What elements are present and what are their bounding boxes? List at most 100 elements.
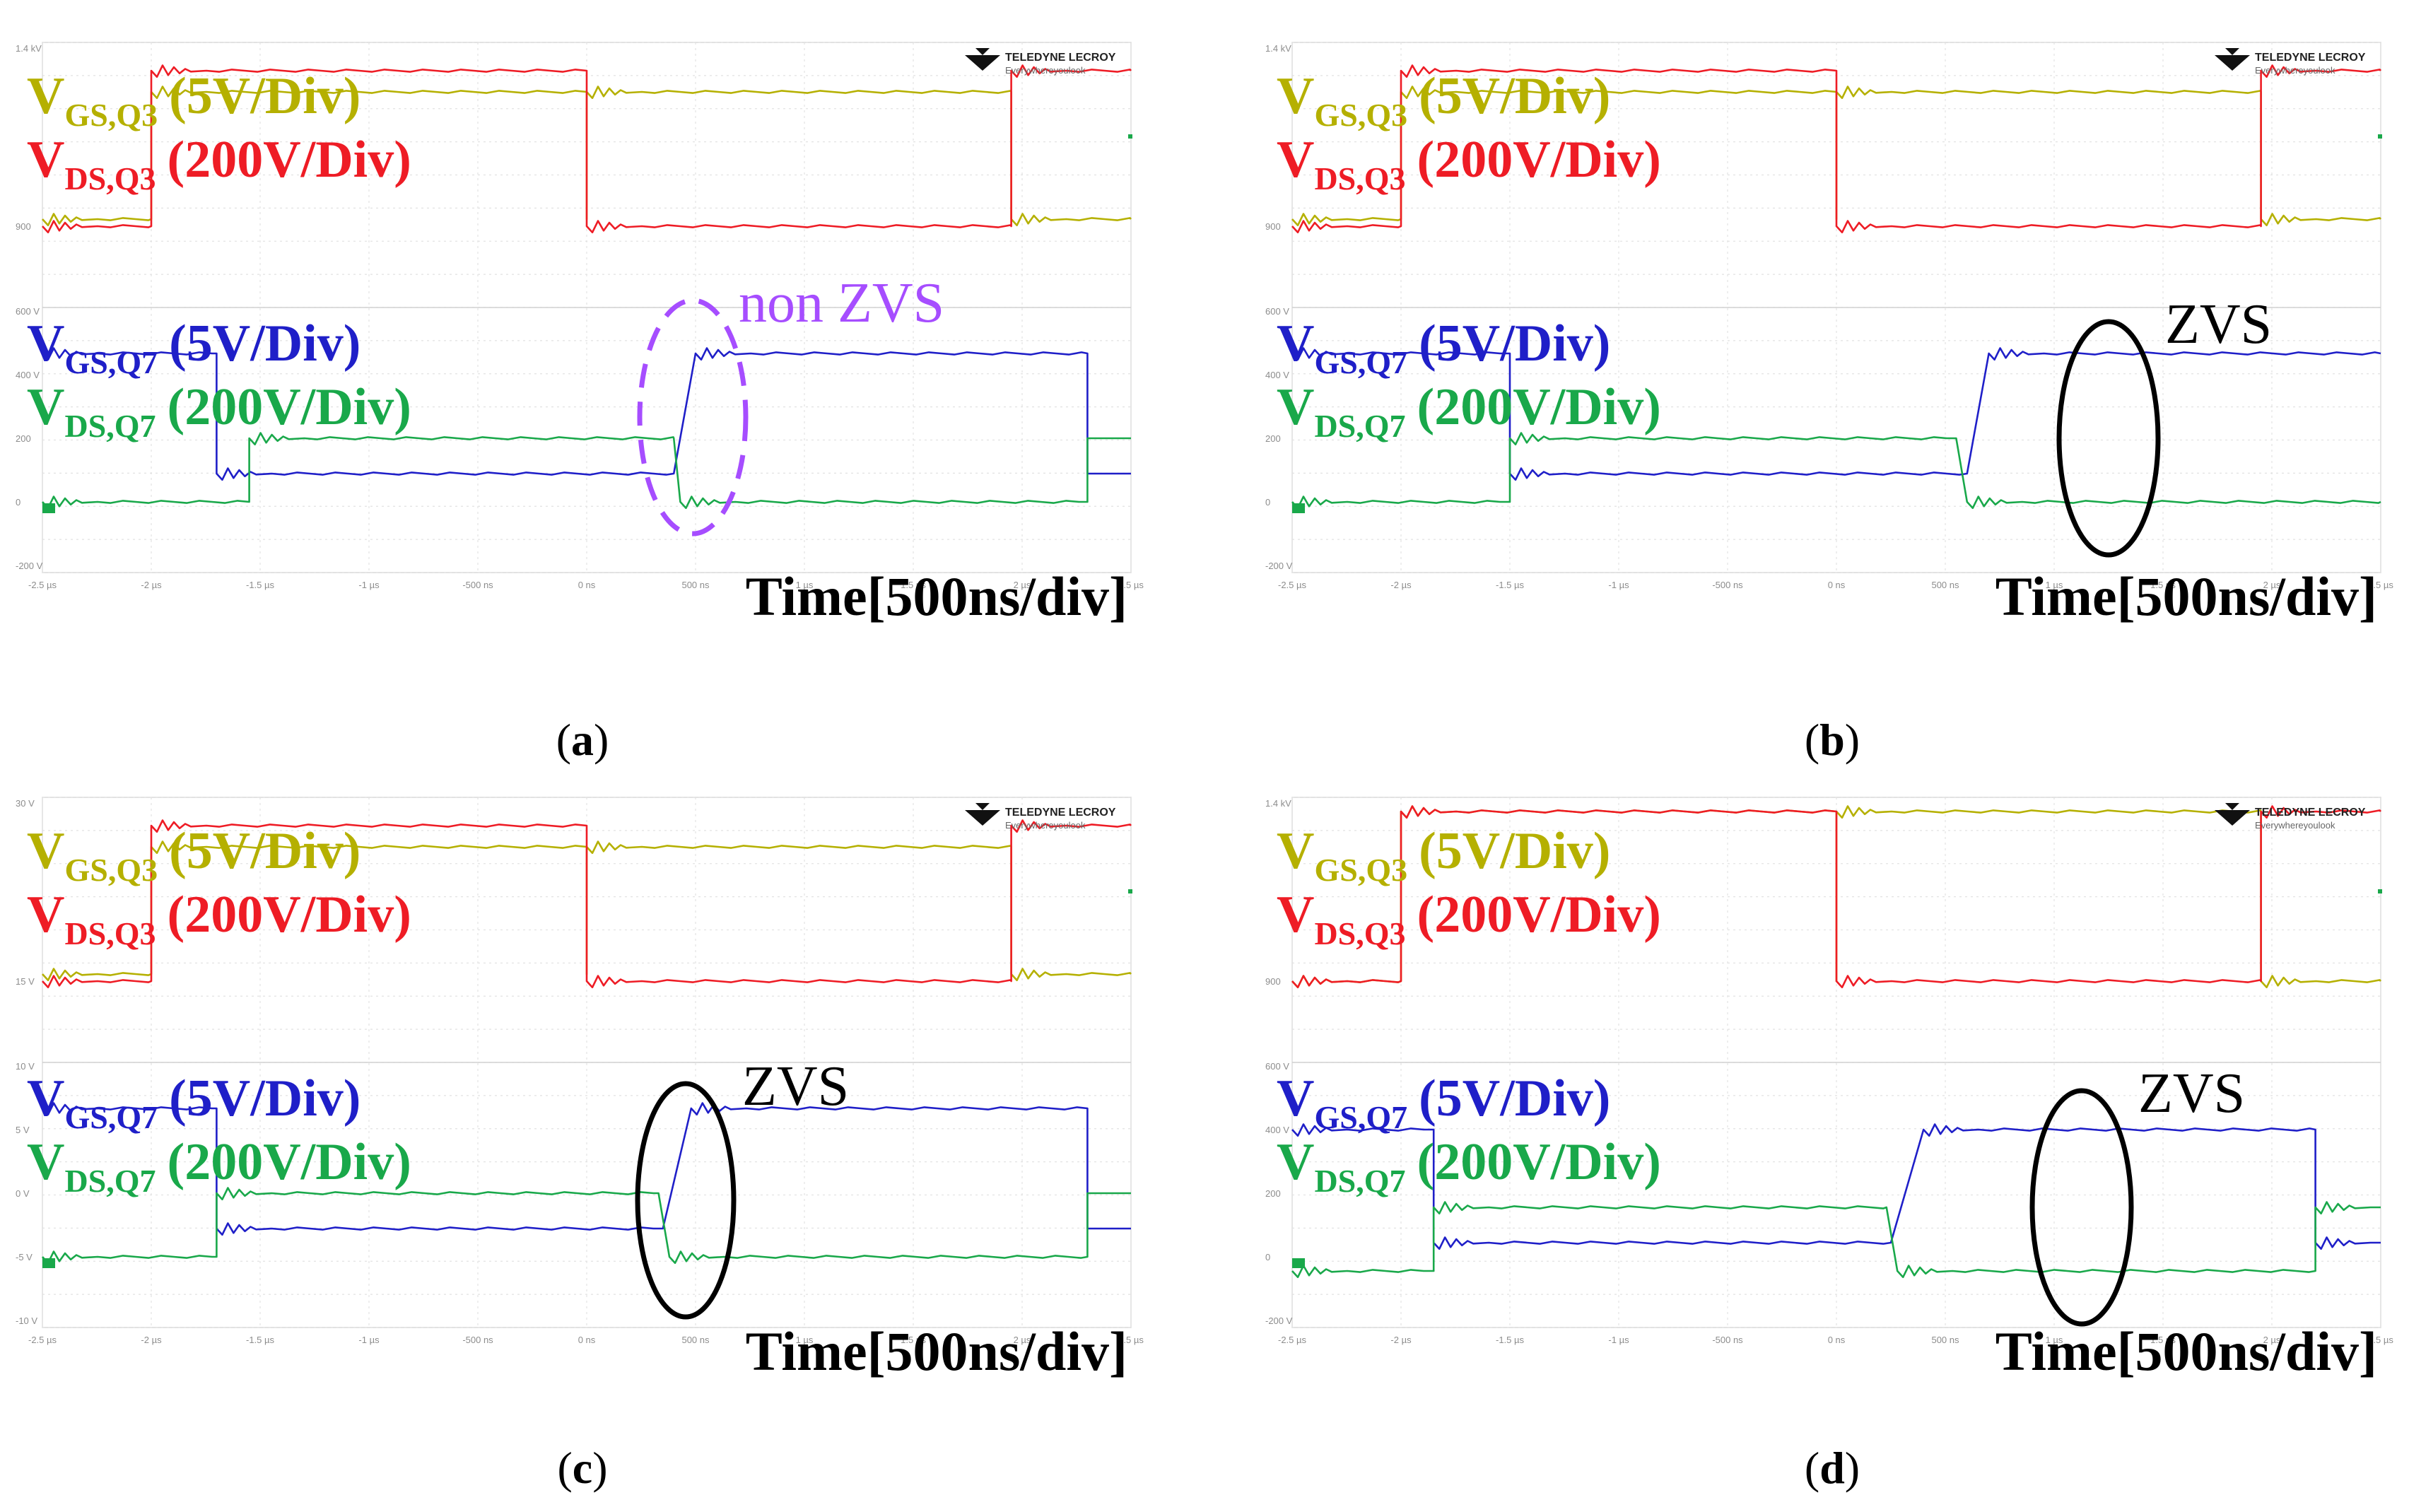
- x-tick-label: -2 µs: [141, 580, 162, 590]
- y-tick-label: 30 V: [16, 798, 35, 809]
- label-vds-q7: VDS,Q7 (200V/Div): [1277, 1133, 1661, 1199]
- annotation-label: ZVS: [2165, 293, 2272, 356]
- y-tick-label: 0 V: [16, 1188, 30, 1199]
- trace-vgs-q7: [1291, 1123, 2381, 1250]
- trace-vds-q7: [1291, 1201, 2381, 1279]
- y-tick-label: -200 V: [1265, 561, 1293, 571]
- label-vds-q3: VDS,Q3 (200V/Div): [1277, 131, 1661, 197]
- oscilloscope-plot-a: 1.4 kV 900 600 V 400 V 200 0 -200 V -2.5 µs -2 µ…: [16, 42, 1144, 627]
- trace-vds-q7: [42, 1187, 1131, 1265]
- panel-b: 1.4 kV 900 600 V 400 V 200 0 -200 V -2.5 µs -2 µ…: [1264, 14, 2395, 650]
- x-tick-label: -1.5 µs: [1496, 580, 1525, 590]
- y-tick-label: 600 V: [16, 306, 40, 317]
- caption-c: (c): [557, 1443, 608, 1493]
- x-tick-label: -2 µs: [1390, 580, 1412, 590]
- x-tick-label: 2.5 µs: [2368, 1335, 2393, 1345]
- label-vgs-q7: VGS,Q7 (5V/Div): [27, 315, 361, 380]
- logo-mark-icon: [2215, 810, 2250, 826]
- trace-vgs-q7: [1291, 347, 2381, 481]
- y-tick-label: 400 V: [16, 370, 40, 380]
- x-tick-label: 1.5 µs: [2150, 1335, 2176, 1345]
- logo-mark-icon: [2225, 48, 2239, 55]
- x-tick-label: 1.5 µs: [2150, 580, 2176, 590]
- y-tick-label: -200 V: [1265, 1315, 1293, 1326]
- x-tick-label: 2.5 µs: [2368, 580, 2393, 590]
- x-tick-label: 2 µs: [1014, 580, 1031, 590]
- y-tick-label: 1.4 kV: [16, 43, 42, 54]
- x-tick-label: 2 µs: [2263, 1335, 2281, 1345]
- x-tick-label: -2.5 µs: [28, 580, 57, 590]
- logo-mark-icon: [965, 55, 1000, 71]
- x-tick-label: 1.5 µs: [901, 580, 926, 590]
- x-tick-label: -500 ns: [462, 1335, 493, 1345]
- logo-mark-icon: [2215, 55, 2250, 71]
- logo-tagline: Everywhereyoulook: [1005, 820, 1086, 831]
- x-tick-label: 2.5 µs: [1118, 580, 1144, 590]
- annotation-label: non ZVS: [739, 272, 944, 334]
- x-tick-label: 2 µs: [2263, 580, 2281, 590]
- logo-mark-icon: [2225, 803, 2239, 810]
- y-tick-label: 0: [1265, 497, 1270, 508]
- x-tick-label: 1 µs: [2046, 580, 2063, 590]
- x-tick-label: 2.5 µs: [1118, 1335, 1144, 1345]
- x-tick-label: 0 ns: [578, 1335, 596, 1345]
- channel-marker: [1292, 1258, 1305, 1268]
- trace-vds-q3: [1291, 64, 2381, 234]
- x-tick-label: -500 ns: [1712, 580, 1743, 590]
- trace-vds-q3: [1291, 805, 2381, 989]
- oscilloscope-plot-b: 1.4 kV 900 600 V 400 V 200 0 -200 V -2.5 µs -2 µ…: [1265, 42, 2393, 627]
- annotation-ellipse: [637, 298, 749, 537]
- logo-tagline: Everywhereyoulook: [1005, 65, 1086, 76]
- channel-marker: [42, 503, 55, 513]
- x-tick-label: 1.5 µs: [901, 1335, 926, 1345]
- caption-a: (a): [556, 715, 609, 765]
- time-label: Time[500ns/div]: [1995, 565, 2377, 627]
- channel-marker: [1128, 134, 1132, 139]
- x-tick-label: -1 µs: [1608, 1335, 1629, 1345]
- annotation-ellipse: [2029, 1088, 2134, 1327]
- logo-mark-icon: [975, 803, 990, 810]
- trace-vgs-q7: [42, 1102, 1131, 1236]
- label-vgs-q3: VGS,Q3 (5V/Div): [1277, 67, 1610, 133]
- oscilloscope-plot-c: 30 V 15 V 10 V 5 V 0 V -5 V -10 V -2.5 µs -2 µs -…: [16, 797, 1144, 1382]
- x-tick-label: 0 ns: [578, 580, 596, 590]
- logo-tagline: Everywhereyoulook: [2255, 820, 2335, 831]
- x-tick-label: -2 µs: [1390, 1335, 1412, 1345]
- annotation-ellipse: [2056, 319, 2161, 558]
- x-tick-label: 1 µs: [2046, 1335, 2063, 1345]
- label-vgs-q7: VGS,Q7 (5V/Div): [27, 1069, 361, 1135]
- y-tick-label: 200: [1265, 1188, 1281, 1199]
- logo-brand: TELEDYNE LECROY: [1005, 807, 1116, 819]
- x-tick-label: 500 ns: [1931, 1335, 1959, 1345]
- y-tick-label: 5 V: [16, 1125, 30, 1135]
- channel-marker: [2378, 889, 2382, 893]
- label-vgs-q3: VGS,Q3 (5V/Div): [1277, 822, 1610, 888]
- y-tick-label: 400 V: [1265, 370, 1289, 380]
- x-tick-label: -2 µs: [141, 1335, 162, 1345]
- y-tick-label: 900: [1265, 976, 1281, 987]
- y-tick-label: 10 V: [16, 1061, 35, 1072]
- y-tick-label: -200 V: [16, 561, 43, 571]
- x-tick-label: 1 µs: [796, 1335, 814, 1345]
- y-tick-label: 200: [1265, 433, 1281, 444]
- y-tick-label: 1.4 kV: [1265, 798, 1291, 809]
- channel-marker: [1128, 889, 1132, 893]
- label-vds-q3: VDS,Q3 (200V/Div): [27, 131, 411, 197]
- y-tick-label: 900: [16, 221, 31, 232]
- time-label: Time[500ns/div]: [746, 565, 1127, 627]
- trace-vgs-q7: [42, 347, 1131, 481]
- y-tick-label: -5 V: [16, 1252, 33, 1262]
- x-tick-label: -500 ns: [1712, 1335, 1743, 1345]
- x-tick-label: -1.5 µs: [1496, 1335, 1525, 1345]
- label-vgs-q7: VGS,Q7 (5V/Div): [1277, 1069, 1610, 1135]
- y-tick-label: -10 V: [16, 1315, 37, 1326]
- label-vds-q7: VDS,Q7 (200V/Div): [1277, 378, 1661, 444]
- logo-tagline: Everywhereyoulook: [2255, 65, 2335, 76]
- label-vds-q3: VDS,Q3 (200V/Div): [1277, 886, 1661, 951]
- x-tick-label: -1 µs: [358, 580, 380, 590]
- time-label: Time[500ns/div]: [746, 1320, 1127, 1382]
